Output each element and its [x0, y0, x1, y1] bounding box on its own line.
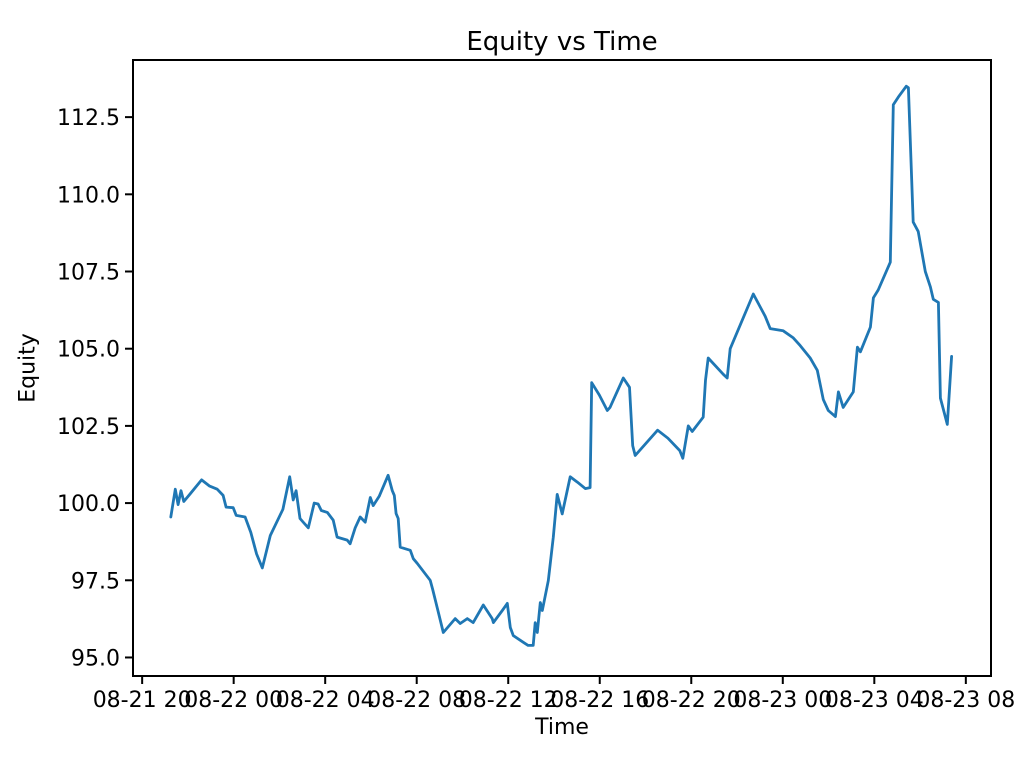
x-tick-label: 08-23 04 [825, 688, 924, 713]
x-tick-label: 08-22 20 [642, 688, 741, 713]
y-tick-label: 107.5 [57, 261, 120, 286]
y-tick-label: 97.5 [71, 569, 120, 594]
x-tick-label: 08-23 08 [916, 688, 1015, 713]
x-tick-label: 08-23 00 [733, 688, 832, 713]
x-axis-label: Time [535, 715, 589, 740]
plot-border [132, 59, 992, 677]
x-tick-label: 08-21 20 [93, 688, 192, 713]
x-tick-label: 08-22 08 [367, 688, 466, 713]
y-tick-label: 95.0 [71, 646, 120, 671]
equity-line [169, 84, 953, 647]
x-tick-label: 08-22 12 [459, 688, 558, 713]
y-tick-label: 102.5 [57, 415, 120, 440]
x-tick-label: 08-22 04 [276, 688, 375, 713]
chart-title: Equity vs Time [466, 27, 658, 57]
x-tick-label: 08-22 16 [550, 688, 649, 713]
y-tick-label: 112.5 [57, 106, 120, 131]
y-tick-label: 100.0 [57, 492, 120, 517]
y-tick-label: 105.0 [57, 338, 120, 363]
x-tick-label: 08-22 00 [184, 688, 283, 713]
y-tick-label: 110.0 [57, 183, 120, 208]
